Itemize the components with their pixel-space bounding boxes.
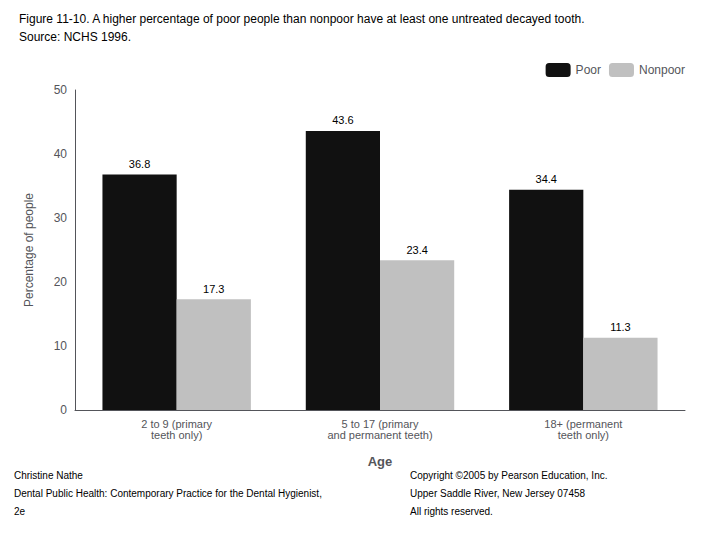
svg-text:Percentage of people: Percentage of people (22, 193, 36, 307)
svg-text:teeth only): teeth only) (151, 429, 202, 441)
svg-text:43.6: 43.6 (332, 114, 353, 126)
svg-text:All rights reserved.: All rights reserved. (410, 506, 493, 517)
svg-text:18+ (permanent: 18+ (permanent (544, 417, 623, 430)
svg-text:Figure 11-10. A higher percent: Figure 11-10. A higher percentage of poo… (19, 12, 585, 26)
svg-text:Christine Nathe: Christine Nathe (14, 470, 83, 481)
svg-text:Source: NCHS 1996.: Source: NCHS 1996. (19, 30, 131, 44)
svg-text:20: 20 (54, 275, 68, 289)
svg-text:30: 30 (54, 211, 68, 225)
svg-text:23.4: 23.4 (406, 244, 427, 256)
svg-text:Nonpoor: Nonpoor (639, 63, 685, 77)
svg-text:34.4: 34.4 (536, 173, 557, 185)
svg-text:Age: Age (368, 454, 393, 469)
svg-text:11.3: 11.3 (610, 321, 631, 333)
svg-text:17.3: 17.3 (203, 283, 224, 295)
svg-text:Poor: Poor (576, 63, 601, 77)
svg-text:Upper Saddle River, New Jersey: Upper Saddle River, New Jersey 07458 (410, 488, 586, 499)
svg-text:5 to 17 (primary: 5 to 17 (primary (341, 417, 419, 430)
svg-text:40: 40 (54, 147, 68, 161)
svg-text:10: 10 (54, 339, 68, 353)
svg-text:2 to 9 (primary: 2 to 9 (primary (141, 417, 213, 430)
svg-text:teeth only): teeth only) (558, 429, 609, 441)
svg-text:Dental Public Health: Contempo: Dental Public Health: Contemporary Pract… (14, 488, 322, 499)
svg-text:and permanent teeth): and permanent teeth) (327, 429, 432, 441)
svg-text:50: 50 (54, 83, 68, 97)
svg-text:Copyright ©2005 by Pearson Edu: Copyright ©2005 by Pearson Education, In… (410, 470, 608, 481)
svg-text:2e: 2e (14, 506, 26, 517)
svg-text:36.8: 36.8 (129, 158, 150, 170)
svg-text:0: 0 (60, 403, 67, 417)
